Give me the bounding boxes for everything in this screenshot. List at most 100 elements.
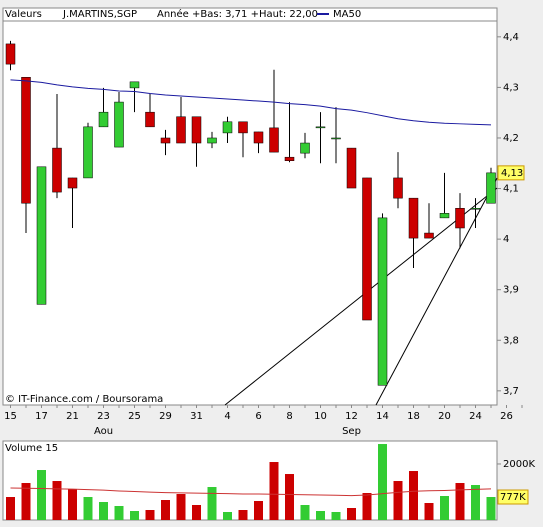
x-tick-label: 15 [4, 411, 17, 422]
last-volume-label: 777K [500, 492, 526, 503]
last-price-label: 4,13 [501, 168, 523, 179]
x-tick-label: 23 [97, 411, 110, 422]
volume-bar [393, 481, 403, 520]
volume-bar [207, 487, 217, 520]
last-price-box [497, 165, 525, 181]
volume-bar [440, 496, 449, 520]
candle-body [393, 177, 403, 199]
candle-body [222, 121, 233, 134]
candle-body [5, 43, 16, 65]
volume-bar [176, 494, 186, 520]
candle-body [176, 116, 186, 144]
x-tick-label: 21 [66, 411, 79, 422]
volume-bar [6, 497, 15, 520]
legend-label: MA50 [333, 9, 361, 20]
volume-bar [52, 481, 62, 520]
volume-bar [114, 506, 124, 520]
y-tick-label: 4,2 [503, 133, 519, 144]
volume-bar [486, 497, 496, 520]
volume-bar [130, 511, 139, 520]
y-tick-label: 2000K [503, 459, 535, 470]
annotation: Année +Bas: 3,71 +Haut: 22,00 [157, 8, 318, 20]
volume-bar [83, 497, 93, 520]
candle-body [160, 137, 171, 144]
x-tick-label: 8 [286, 411, 292, 422]
volume-bar [254, 501, 263, 520]
candle-body [207, 137, 217, 144]
candle-body [439, 213, 450, 219]
candle-body [377, 217, 388, 386]
candle-body [315, 126, 326, 129]
x-tick-label: 10 [314, 411, 327, 422]
volume-bar [471, 485, 480, 520]
candle-body [362, 177, 372, 321]
chart-subtitle: J.MARTINS,SGP [62, 9, 137, 20]
x-tick-label: 4 [224, 411, 230, 422]
x-tick-label: 31 [190, 411, 203, 422]
volume-bar [21, 483, 31, 520]
last-volume-box [497, 489, 529, 505]
source: © IT-Finance.com / Boursorama [5, 394, 163, 405]
volume-bar [455, 483, 465, 520]
candle-body [238, 121, 248, 134]
candle-body [269, 127, 279, 153]
volume-bar [316, 511, 325, 520]
volume-bar [331, 512, 341, 520]
y-tick-label: 4,1 [503, 184, 519, 195]
volume-bar [192, 505, 201, 520]
volume-bar [161, 500, 170, 520]
volume-panel [2, 440, 498, 521]
volume-bar [409, 471, 418, 520]
y-tick-label: 3,8 [503, 335, 519, 346]
volume-bar [285, 474, 294, 520]
x-tick-label: 26 [500, 411, 513, 422]
x-tick-label: 17 [35, 411, 48, 422]
y-tick-label: 3,9 [503, 285, 519, 296]
candle-body [98, 111, 109, 128]
volume-bar [145, 510, 155, 520]
candle-body [52, 147, 62, 193]
x-tick-label: 20 [438, 411, 451, 422]
volume-bar [37, 470, 46, 520]
volume-bar [424, 503, 434, 520]
volume-bar [223, 512, 232, 520]
volume-bar [300, 505, 310, 520]
y-tick-label: 4 [503, 234, 509, 245]
candle-body [191, 116, 202, 144]
volume-bar [378, 444, 387, 520]
candle-body [300, 142, 310, 154]
x-tick-label: 6 [255, 411, 261, 422]
volume-bar [269, 462, 279, 520]
volume-ma-line [10, 487, 492, 497]
x-tick-label: 18 [407, 411, 420, 422]
volume-bar [68, 489, 77, 520]
ma-line [10, 79, 492, 126]
candle-body [21, 77, 31, 204]
y-tick-label: 4,4 [503, 32, 519, 43]
candle-body [36, 166, 47, 305]
volume-bar [347, 508, 356, 520]
volume-bar [99, 502, 108, 520]
candle-body [129, 81, 140, 89]
candle-body [424, 232, 434, 239]
candle-body [253, 131, 264, 144]
candle-body [114, 101, 124, 148]
x-tick-label: 25 [128, 411, 141, 422]
candle-body [455, 208, 465, 229]
volume-title: Volume 15 [5, 443, 58, 454]
candle-body [145, 111, 155, 128]
x-tick-label: 24 [469, 411, 482, 422]
candle-body [67, 177, 78, 189]
price-panel [2, 7, 498, 406]
candle-body [83, 126, 93, 179]
month-label: Sep [342, 426, 361, 437]
trend-line [224, 187, 498, 406]
candle-body [331, 137, 341, 140]
candle-body [284, 156, 295, 161]
x-tick-label: 29 [159, 411, 172, 422]
x-tick-label: 12 [345, 411, 358, 422]
candle-body [470, 208, 481, 210]
month-label: Aou [94, 426, 113, 437]
candle-body [408, 197, 419, 239]
